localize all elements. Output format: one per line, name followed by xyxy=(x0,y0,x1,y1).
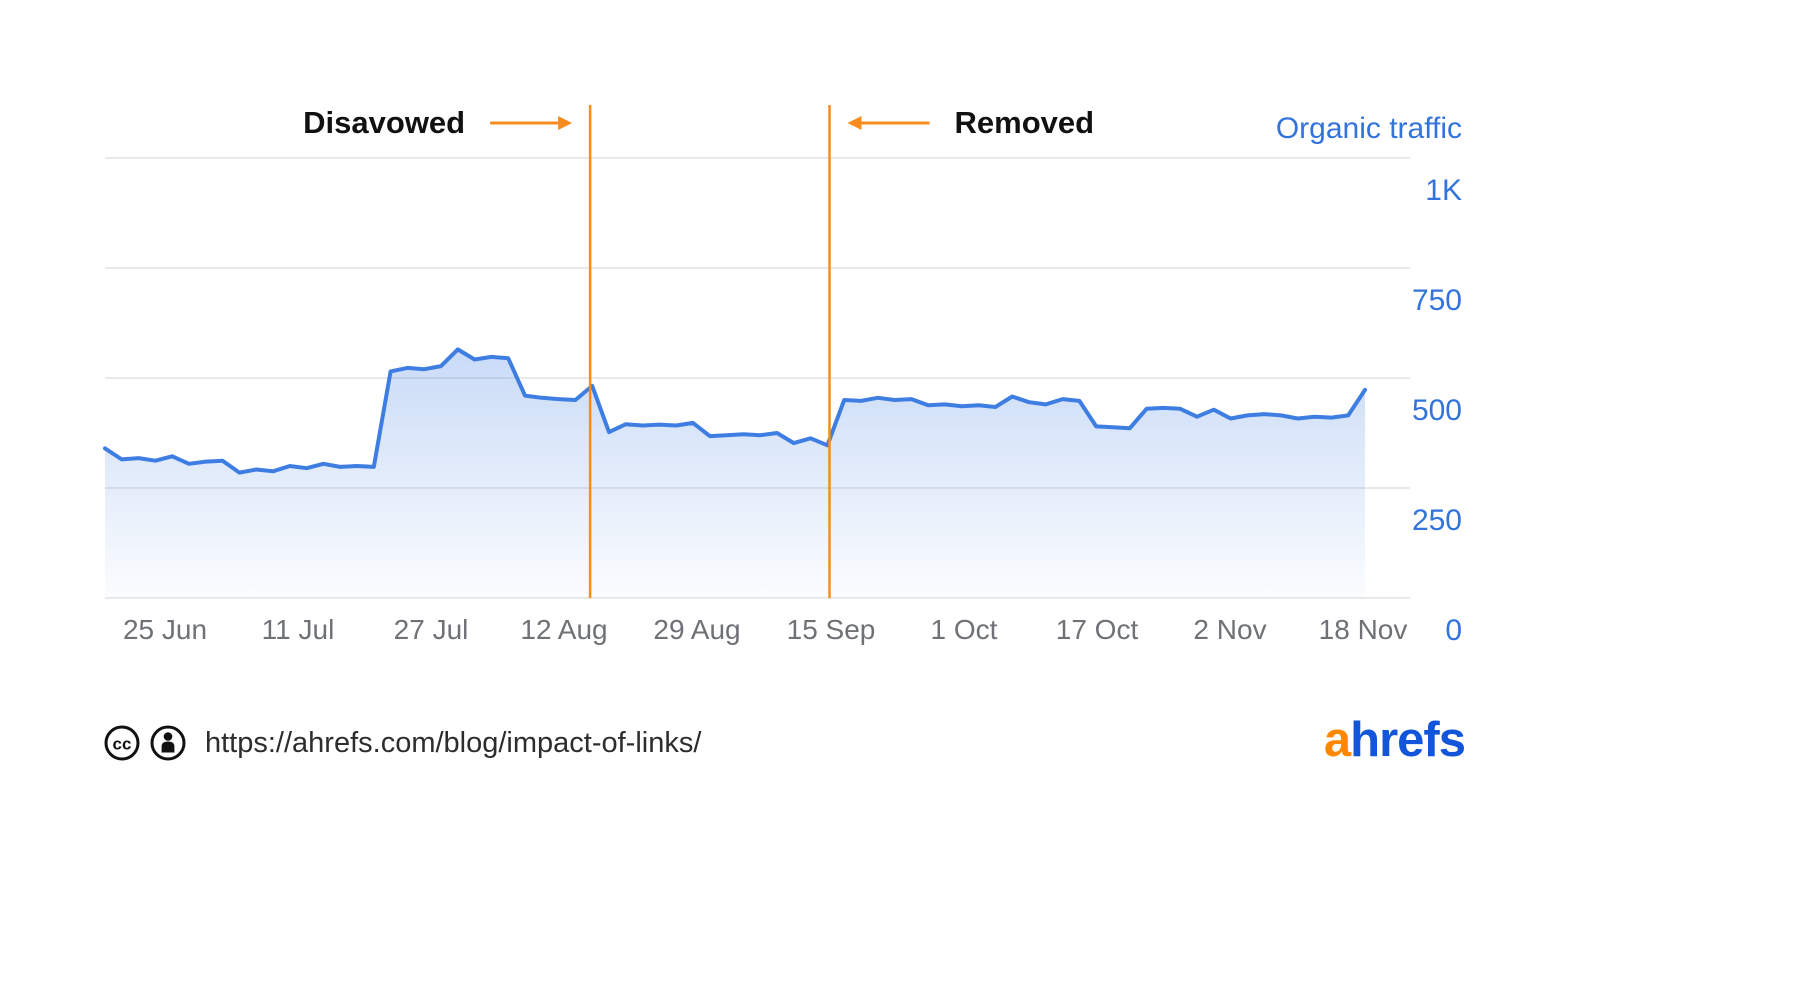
source-url: https://ahrefs.com/blog/impact-of-links/ xyxy=(205,727,702,759)
x-axis-label: 2 Nov xyxy=(1193,614,1267,645)
x-axis-label: 11 Jul xyxy=(261,614,335,645)
x-axis-label: 18 Nov xyxy=(1318,614,1408,645)
chart-title: Organic traffic xyxy=(1275,112,1462,145)
y-axis-label: 1K xyxy=(1425,174,1462,207)
x-axis-label: 29 Aug xyxy=(653,614,741,645)
ahrefs-logo: ahrefs xyxy=(1323,712,1466,768)
y-axis-label: 500 xyxy=(1411,394,1462,427)
annotation-disavowed: Disavowed xyxy=(303,105,466,140)
cc-icon-letters: cc xyxy=(113,735,132,754)
y-axis-label: 750 xyxy=(1411,284,1462,317)
cc-icon: cc xyxy=(104,725,140,761)
annotation-removed: Removed xyxy=(954,105,1095,140)
x-axis-label: 27 Jul xyxy=(393,614,469,645)
ahrefs-logo-rest: hrefs xyxy=(1350,713,1466,767)
y-axis-label: 250 xyxy=(1411,504,1462,537)
x-axis-label: 15 Sep xyxy=(786,614,876,645)
x-axis-label: 25 Jun xyxy=(122,614,208,645)
y-axis-label: 0 xyxy=(1445,614,1462,647)
ahrefs-logo-a: a xyxy=(1323,713,1351,767)
x-axis-label: 12 Aug xyxy=(520,614,608,645)
x-axis-label: 17 Oct xyxy=(1055,614,1139,645)
attribution-icon xyxy=(150,725,186,761)
x-axis-label: 1 Oct xyxy=(930,614,998,645)
